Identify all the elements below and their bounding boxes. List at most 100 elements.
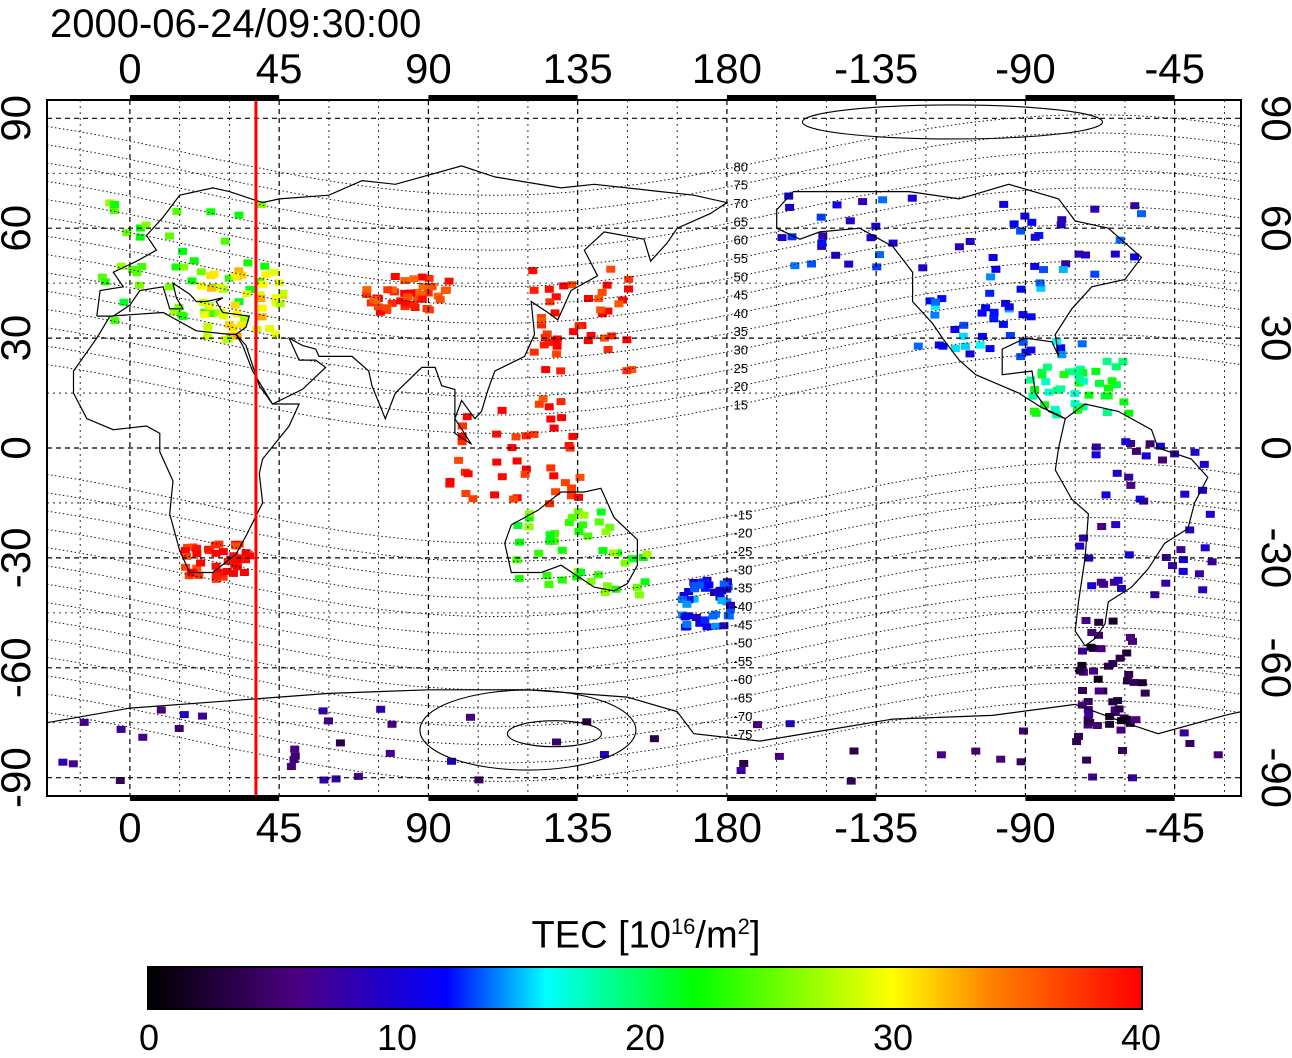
tec-cell: [218, 573, 228, 581]
colorbar-label: 20: [624, 1017, 666, 1058]
tec-cell: [1108, 698, 1118, 706]
tec-cell: [1111, 363, 1121, 371]
tec-cell: [1115, 654, 1125, 662]
tec-cell: [985, 345, 995, 353]
frame-tick-bar: [1025, 795, 1175, 801]
tec-cell: [538, 395, 548, 403]
tec-cell: [1084, 554, 1094, 562]
tec-cell: [1073, 368, 1083, 376]
tec-cell: [1004, 303, 1014, 311]
tec-cell: [999, 200, 1009, 208]
tec-cell: [937, 295, 947, 303]
tec-cell: [872, 263, 882, 271]
tec-cell: [1124, 409, 1134, 417]
tec-cell: [960, 342, 970, 350]
tec-cell: [255, 291, 265, 299]
tec-cell: [205, 303, 215, 311]
tec-cell: [557, 414, 567, 422]
tec-cell: [537, 316, 547, 324]
tec-cell: [542, 330, 552, 338]
mag-lat-label: -65: [734, 691, 753, 706]
tec-cell: [1091, 367, 1101, 375]
lat-tick-right: 60: [1253, 205, 1292, 252]
tec-cell: [556, 398, 566, 406]
tec-cell: [416, 290, 426, 298]
tec-cell: [1124, 670, 1134, 678]
tec-cell: [219, 312, 229, 320]
tec-cell: [1185, 526, 1195, 534]
tec-cell: [1039, 266, 1048, 274]
mag-lat-label: -60: [734, 672, 753, 687]
tec-cell: [1081, 617, 1091, 624]
colorbar-label: 40: [1120, 1017, 1162, 1058]
tec-cell: [1090, 205, 1100, 213]
tec-cell: [220, 237, 230, 245]
tec-cell: [690, 581, 700, 589]
tec-cell: [1094, 631, 1103, 639]
tec-cell: [717, 597, 727, 605]
tec-cell: [261, 271, 271, 279]
tec-cell: [1116, 717, 1126, 725]
tec-cell: [192, 544, 201, 552]
tec-cell: [529, 286, 539, 294]
tec-cell: [1194, 570, 1204, 578]
tec-cell: [400, 299, 410, 307]
tec-cell: [597, 288, 607, 296]
tec-cell: [549, 472, 559, 480]
tec-cell: [1105, 720, 1115, 728]
tec-cell: [544, 403, 554, 411]
tec-cell: [529, 431, 539, 438]
tec-cell: [1026, 313, 1036, 321]
plot-frame: [46, 99, 1242, 797]
tec-cell: [1102, 357, 1112, 365]
tec-cell: [1090, 270, 1100, 278]
tec-cell: [545, 531, 555, 539]
tec-cell: [1018, 311, 1028, 319]
tec-cell: [564, 442, 574, 449]
lat-tick-left: -30: [0, 528, 39, 589]
tec-cell: [858, 198, 868, 206]
tec-cell: [684, 588, 694, 595]
tec-cell: [985, 289, 995, 297]
tec-cell: [512, 556, 522, 564]
graticule: [47, 100, 1241, 796]
tec-cell: [566, 492, 576, 500]
lon-ticks-top: 0 45 90 135 180 -135 -90 -45: [118, 45, 1205, 801]
lon-tick-bottom: -45: [1144, 804, 1205, 851]
magnetic-latitude-labels: 80 75 70 65 60 55 50 45 40 35 30 25 20 15 -15 -20 -25 -30…: [734, 159, 753, 742]
tec-cell: [1077, 661, 1087, 669]
tec-cell: [545, 298, 555, 306]
tec-cell: [1128, 637, 1137, 645]
tec-cell: [1116, 726, 1126, 734]
tec-cell: [544, 580, 554, 588]
tec-cell: [1130, 202, 1140, 210]
tec-cell: [1061, 260, 1071, 268]
tec-cell: [1016, 227, 1026, 235]
tec-cell: [574, 493, 583, 501]
colorbar-title-main: TEC [10: [531, 914, 671, 957]
tec-cell: [567, 484, 577, 492]
tec-cell: [1129, 678, 1139, 686]
tec-cell: [115, 777, 125, 784]
tec-cell: [689, 595, 699, 603]
colorbar-title: TEC [1016/m2]: [0, 905, 1292, 958]
tec-cell: [719, 580, 729, 588]
tec-cell: [1091, 443, 1101, 451]
tec-cell: [406, 289, 416, 297]
tec-cell: [1198, 586, 1208, 594]
tec-cell: [172, 207, 182, 215]
mag-lat-label: 55: [734, 251, 748, 266]
tec-cell: [569, 328, 579, 336]
tec-cell: [110, 201, 119, 208]
tec-cell: [1075, 667, 1085, 675]
tec-cell: [529, 348, 539, 356]
tec-cell: [1102, 409, 1112, 416]
tec-cell: [1207, 558, 1217, 566]
tec-cell: [634, 591, 644, 599]
tec-cell: [224, 321, 234, 329]
tec-cell: [711, 622, 721, 630]
tec-cell: [640, 578, 650, 586]
tec-cell: [239, 569, 249, 576]
tec-cell: [409, 275, 419, 283]
tec-cell: [100, 278, 110, 286]
